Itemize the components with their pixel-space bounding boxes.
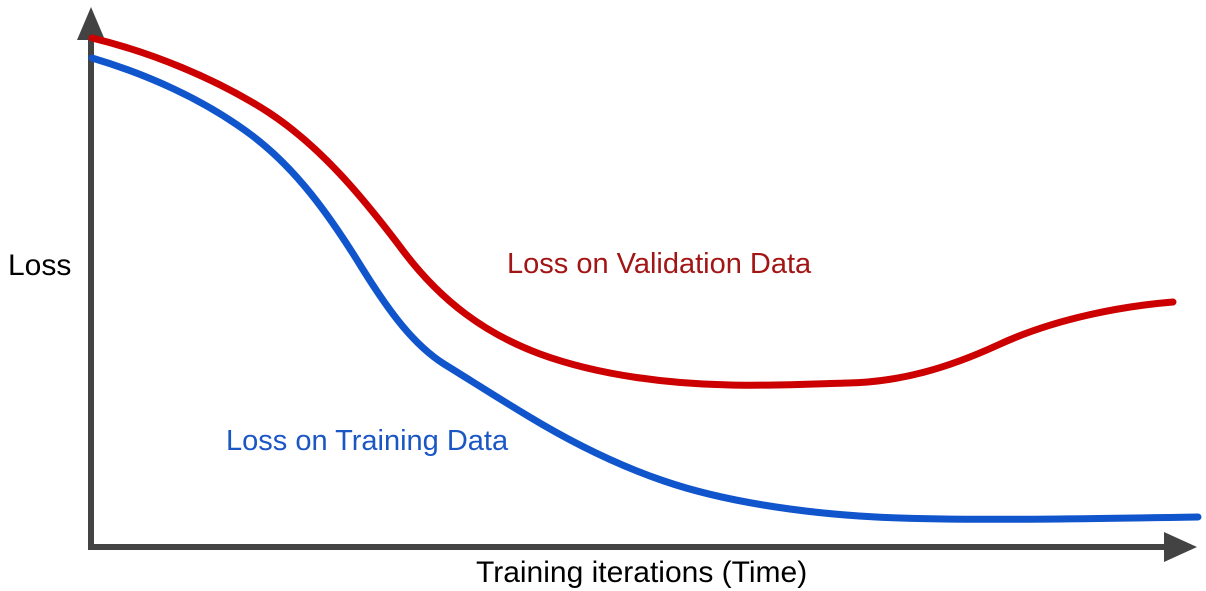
validation-loss-curve — [88, 34, 1177, 389]
training-loss-curve — [88, 54, 1202, 523]
x-axis-arrow-icon — [1164, 532, 1197, 562]
validation-series-label: Loss on Validation Data — [507, 248, 812, 280]
x-axis-title: Training iterations (Time) — [476, 556, 808, 589]
y-axis-arrow-icon — [77, 7, 105, 40]
y-axis-title: Loss — [8, 249, 72, 282]
training-series-label: Loss on Training Data — [226, 425, 509, 457]
